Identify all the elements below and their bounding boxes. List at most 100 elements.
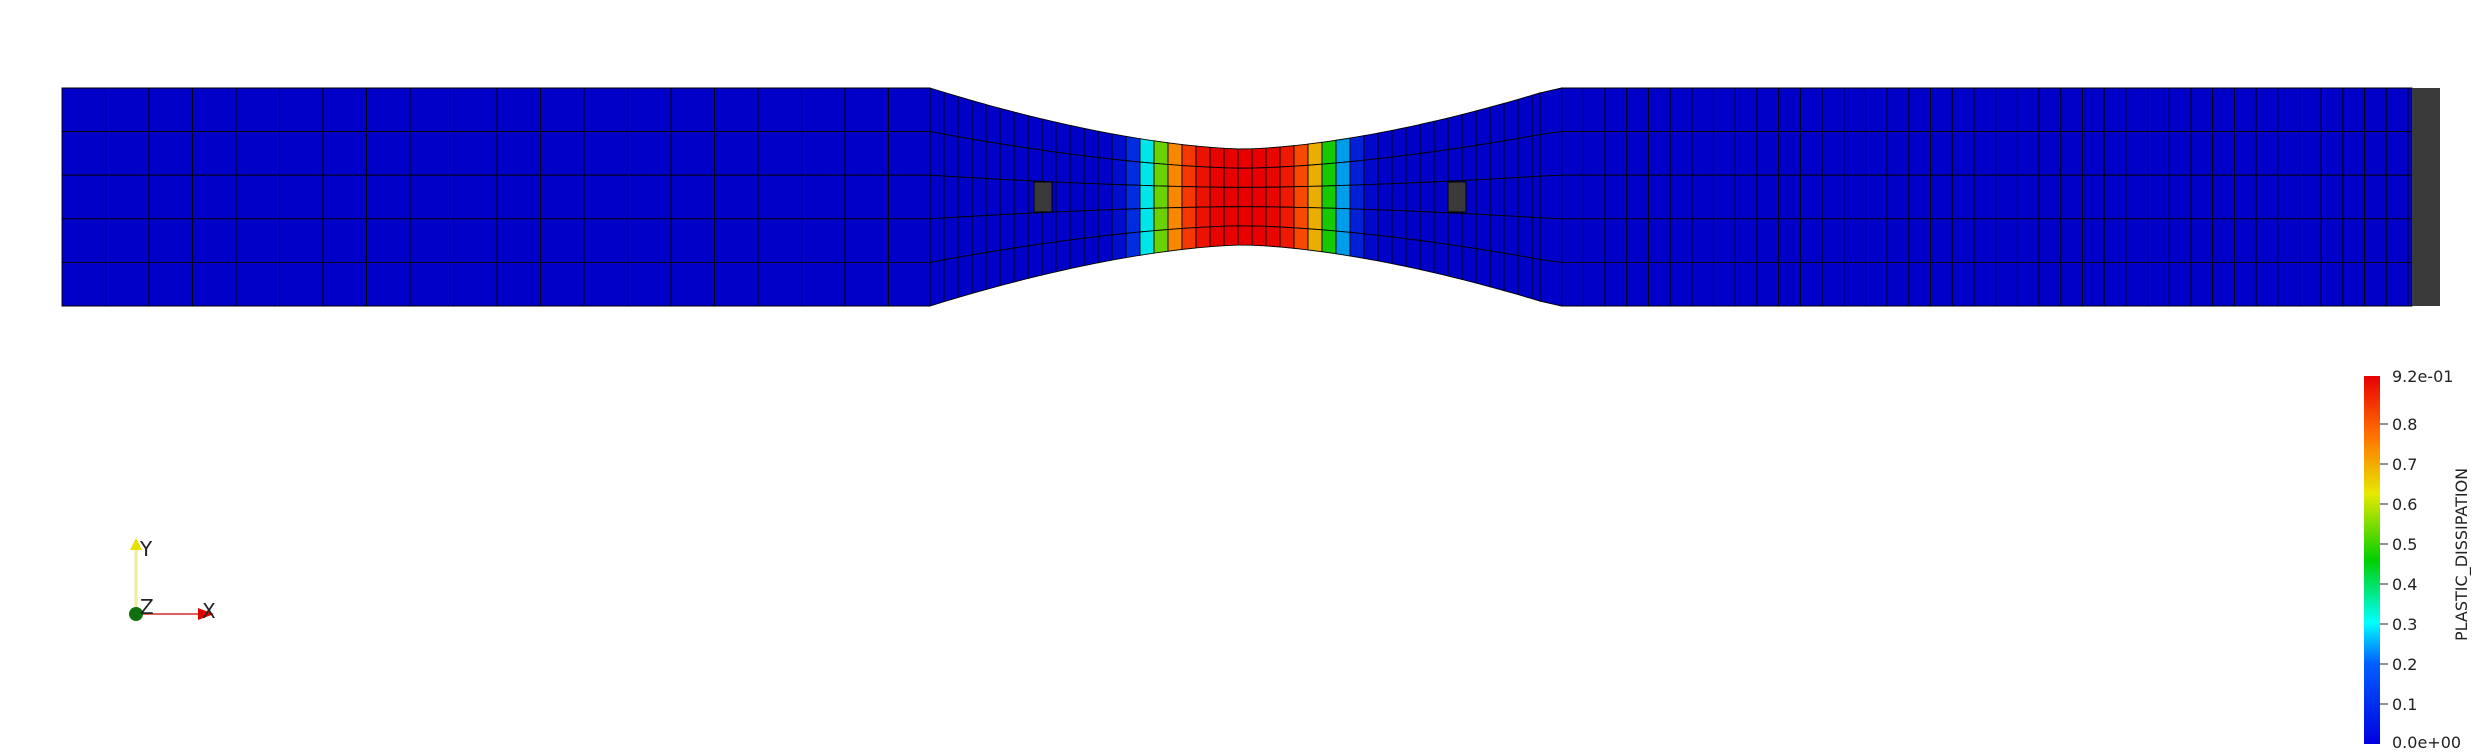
mesh-cell [105,174,150,220]
scalar-bar-tick-label: 0.1 [2392,695,2417,714]
mesh-cell [1756,87,1780,133]
mesh-cell [1293,185,1309,209]
scalar-bar: 0.1 0.2 0.3 0.4 0.5 0.6 0.7 0.8 9.2e-01 0.0e+00… [2364,367,2472,752]
mesh-cell [670,174,715,220]
mesh-cell [1908,218,1932,263]
mesh-cell [1626,218,1649,263]
mesh-cell [1251,225,1267,247]
mesh-cell [1930,87,1953,133]
mesh-cell [2125,218,2149,263]
mesh-cell [1335,184,1351,210]
mesh-cell [1125,184,1141,210]
mesh-cell [1167,185,1183,209]
mesh-cell [1167,163,1183,187]
mesh-cell [1973,87,1997,133]
mesh-cell [1041,211,1057,245]
mesh-cell [1405,182,1421,212]
mesh-cell [2125,261,2149,307]
mesh-cell [1153,185,1169,209]
mesh-cell [2299,87,2322,133]
mesh-cell [1447,113,1463,151]
mesh-cell [1195,206,1211,229]
mesh-cell [1539,217,1563,263]
mesh-cell [1778,131,1801,176]
mesh-cell [2342,174,2366,220]
mesh-cell [1995,261,2018,307]
mesh-cell [1097,157,1113,185]
mesh-cell [366,218,411,263]
mesh-cell [2060,87,2083,133]
mesh-cell [1209,146,1225,169]
mesh-cell [453,261,498,307]
mesh-cell [148,218,193,263]
mesh-cell [2364,218,2387,263]
mesh-cell [148,131,193,176]
mesh-cell [1973,218,1997,263]
mesh-cell [1293,227,1309,251]
mesh-cell [2082,218,2105,263]
mesh-cell [1648,218,1671,263]
mesh-cell [1111,158,1127,186]
mesh-cell [1279,186,1295,208]
mesh-cell [1237,167,1253,188]
mesh-cell [1209,186,1225,208]
mesh-cell [540,87,585,133]
mesh-cell [61,174,106,220]
axis-y-label: Y [139,537,153,561]
color-legend-bar [2364,376,2380,744]
mesh-cell [1125,135,1141,163]
mesh-cell [714,261,759,307]
mesh-cell [627,261,672,307]
mesh-cell [1125,160,1141,186]
mesh-cell [366,174,411,220]
mesh-cell [1489,140,1505,180]
mesh-cell [1321,207,1337,232]
mesh-cell [1604,131,1628,176]
mesh-cell [409,87,454,133]
mesh-cell [957,254,973,299]
mesh-cell [1799,261,1823,307]
mesh-cell [1377,209,1393,238]
mesh-cell [1886,261,1910,307]
mesh-cell [279,218,324,263]
mesh-cell [1691,131,1715,176]
mesh-cell [1865,174,1888,220]
mesh-cell [1669,87,1693,133]
mesh-cell [2212,174,2235,220]
mesh-cell [1139,230,1155,256]
mesh-cell [1055,210,1071,243]
mesh-cell [192,131,237,176]
mesh-cell [2255,218,2279,263]
mesh-cell [1995,218,2018,263]
mesh-cell [2190,87,2214,133]
mesh-cell [1447,243,1463,281]
mesh-cell [1419,181,1435,213]
mesh-cell [2364,131,2387,176]
mesh-cell [1489,250,1505,292]
mesh-cell [1195,226,1211,249]
mesh-cell [1713,218,1736,263]
mesh-cell [1139,161,1155,187]
mesh-cell [2103,261,2127,307]
mesh-cell [2299,174,2322,220]
mesh-cell [1293,143,1309,167]
scalar-bar-tick-label: 0.3 [2392,615,2417,634]
mesh-cell [2147,174,2170,220]
mesh-cell [235,174,280,220]
mesh-cell [2060,261,2083,307]
mesh-cell [1195,186,1211,208]
scalar-bar-tick-label: 0.4 [2392,575,2417,594]
mesh-cell [105,218,150,263]
mesh-cell [985,178,1001,216]
dogbone-specimen-mesh[interactable] [61,87,2413,307]
mesh-cell [1669,218,1693,263]
mesh-cell [714,174,759,220]
mesh-cell [1139,207,1155,233]
mesh-cell [1582,261,1606,307]
mesh-cell [1265,186,1281,208]
mesh-cell [1908,87,1932,133]
mesh-cell [1111,232,1127,261]
mesh-cell [1279,145,1295,168]
mesh-cell [1447,212,1463,247]
